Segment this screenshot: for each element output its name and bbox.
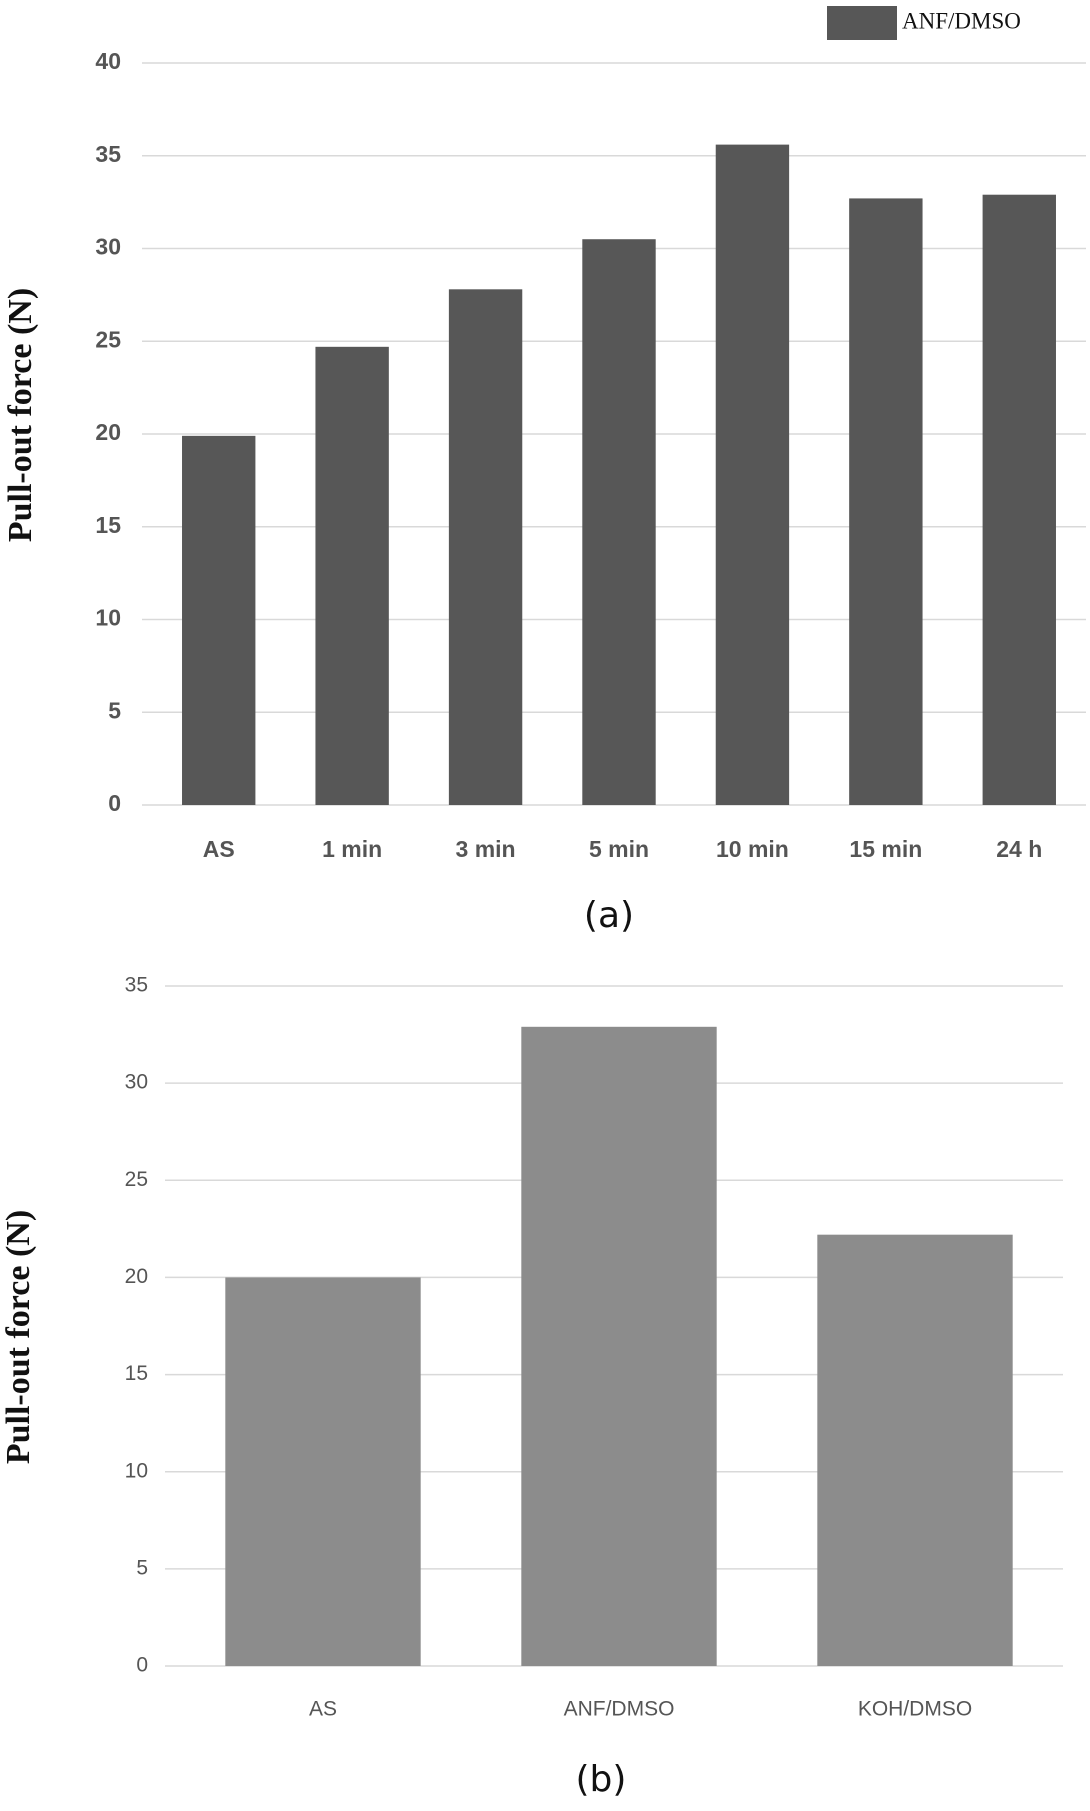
bar — [315, 346, 389, 805]
bar — [448, 289, 523, 805]
x-tick-label: 24 h — [996, 836, 1042, 862]
y-tick-label: 5 — [136, 1556, 148, 1579]
y-tick-label: 0 — [136, 1654, 148, 1677]
caption: (b) — [576, 1759, 627, 1800]
x-tick-label: KOH/DMSO — [858, 1698, 972, 1721]
x-tick-label: 1 min — [322, 836, 382, 862]
y-tick-label: 35 — [125, 974, 148, 997]
y-tick-label: 25 — [125, 1168, 148, 1191]
bar — [182, 435, 256, 805]
y-tick-label: 15 — [125, 1362, 148, 1385]
x-tick-label: 3 min — [456, 836, 516, 862]
bar — [817, 1234, 1013, 1666]
caption: (a) — [584, 895, 634, 936]
y-tick-label: 10 — [125, 1459, 148, 1482]
bar — [582, 239, 656, 806]
y-tick-label: 25 — [95, 326, 121, 352]
bar — [521, 1026, 717, 1666]
y-axis-label: Pull-out force (N) — [2, 288, 39, 542]
y-tick-label: 30 — [95, 234, 121, 260]
legend-swatch — [827, 6, 897, 40]
bar — [715, 144, 790, 805]
x-tick-label: 10 min — [716, 836, 789, 862]
x-tick-label: 15 min — [849, 836, 922, 862]
bar — [225, 1277, 421, 1666]
y-axis-label: Pull-out force (N) — [0, 1210, 37, 1464]
y-tick-label: 40 — [95, 48, 121, 74]
x-tick-label: ANF/DMSO — [564, 1698, 675, 1721]
x-tick-label: 5 min — [589, 836, 649, 862]
y-tick-label: 15 — [95, 512, 121, 538]
y-tick-label: 20 — [125, 1265, 148, 1288]
y-tick-label: 0 — [108, 790, 121, 816]
x-tick-label: AS — [203, 836, 235, 862]
legend-label: ANF/DMSO — [902, 8, 1021, 33]
bar — [849, 198, 923, 806]
y-tick-label: 5 — [108, 697, 121, 723]
x-tick-label: AS — [309, 1698, 337, 1721]
y-tick-label: 30 — [125, 1071, 148, 1094]
y-tick-label: 10 — [95, 605, 121, 631]
y-tick-label: 35 — [95, 141, 121, 167]
y-tick-label: 20 — [95, 419, 121, 445]
bar — [982, 194, 1056, 805]
